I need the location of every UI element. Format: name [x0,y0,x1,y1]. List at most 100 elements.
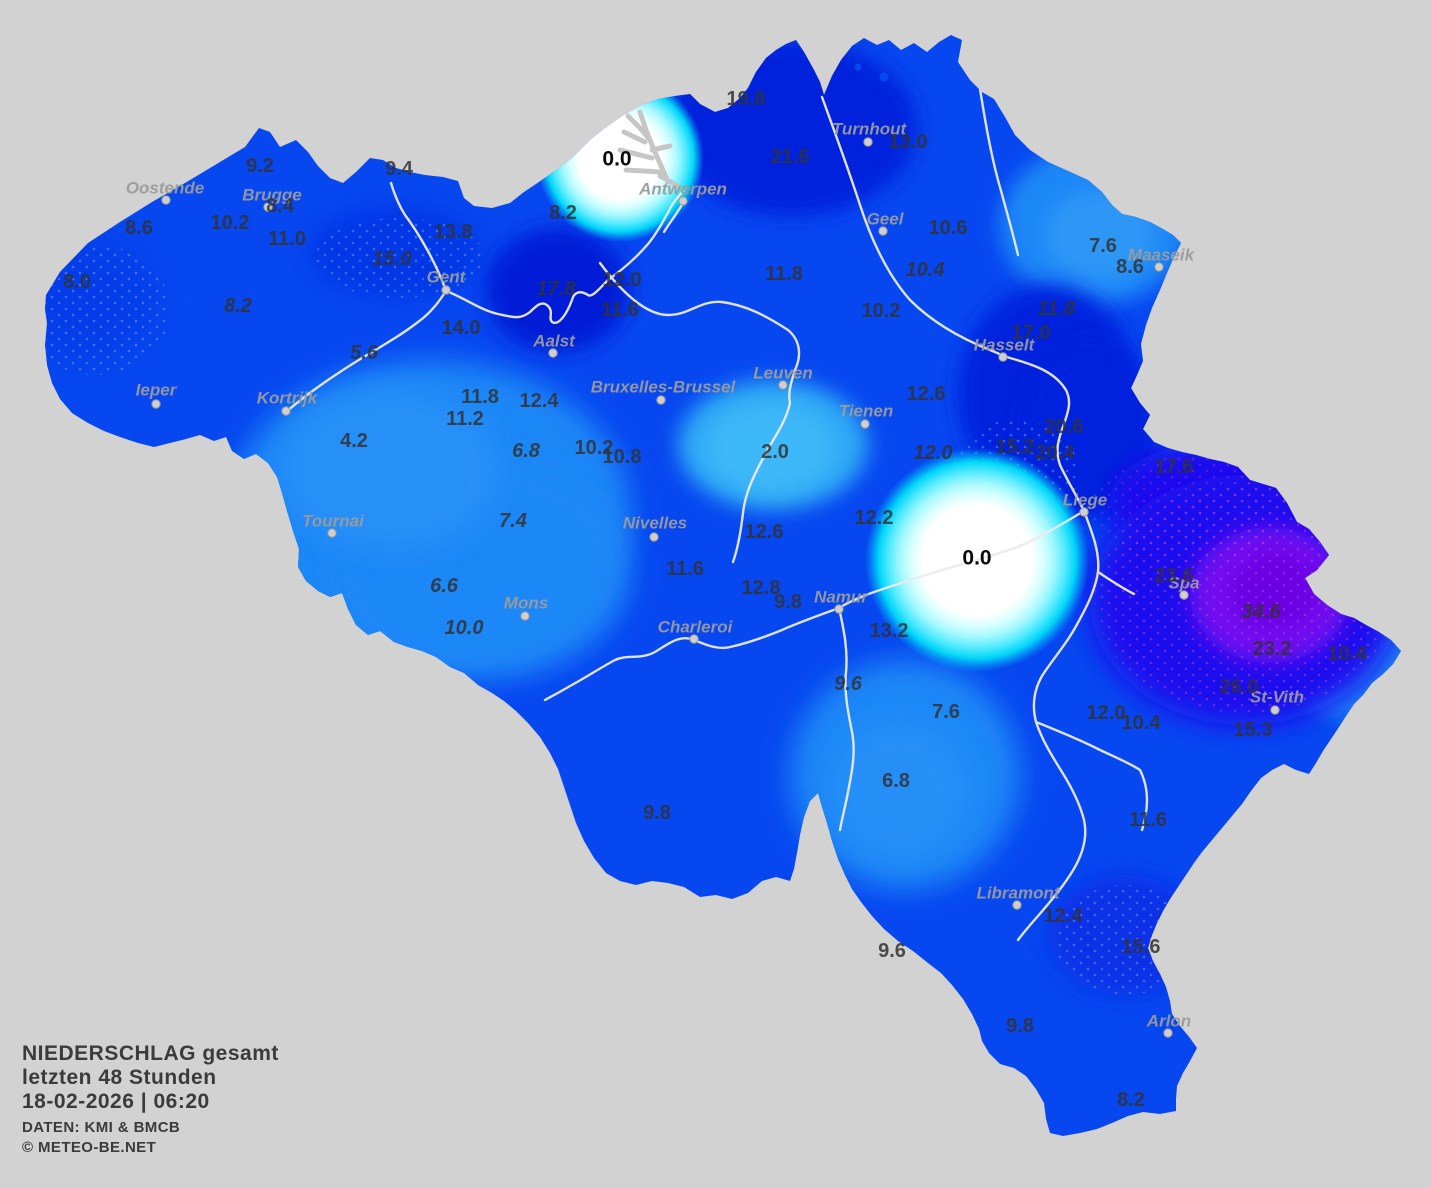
precip-value-label: 11.8 [765,263,803,285]
precip-value-label: 9.8 [1006,1015,1034,1037]
city-label: Arlon [1146,1012,1191,1031]
city-dot [656,395,666,405]
precip-value-label: 10.8 [603,446,642,468]
precip-value-label: 12.0 [914,442,953,464]
precip-value-label: 9.8 [643,802,671,824]
border-antwerp-limburg [978,87,1020,257]
city-label: Liege [1063,491,1107,510]
precip-value-label: 11.6 [1129,809,1167,831]
precip-value-label: 12.6 [907,383,946,405]
precip-value-label: 17.0 [1012,322,1051,344]
city-dot [778,380,788,390]
dot-texture [315,218,485,298]
precip-value-label: 15.2 [996,436,1035,458]
city-label: Hasselt [974,336,1036,355]
city-label: Turnhout [832,120,908,139]
city-dot [161,195,171,205]
city-dot [860,419,870,429]
city-dot [1163,1028,1173,1038]
zero-value-label: 0.0 [602,148,631,171]
city-label: Tienen [839,402,893,421]
border-luxembourg-province [1016,509,1100,942]
precip-value-label: 8.2 [1117,1089,1145,1111]
city-label: Kortrijk [257,389,319,408]
precip-value-label: 7.6 [1089,235,1117,257]
city-dot [1079,507,1089,517]
precip-value-label: 20.4 [1036,442,1076,464]
dot-texture [1090,455,1290,565]
river-scheldt-south [662,201,685,234]
city-label: Charleroi [658,618,734,637]
precip-value-label: 7.4 [499,510,527,532]
precip-value-label: 34.6 [1242,601,1282,623]
city-label: Mons [504,594,548,613]
city-label: Bruxelles-Brussel [591,378,737,397]
precip-value-label: 23.2 [1253,638,1292,660]
city-label: Nivelles [623,514,687,533]
river-leie [284,289,448,414]
precip-value-label: 13.0 [889,131,928,153]
precip-value-label: 10.4 [1122,712,1162,734]
precip-value-label: 4.2 [340,430,368,452]
city-dot [1154,262,1164,272]
precip-value-label: 8.2 [549,202,577,224]
precip-value-label: 12.4 [520,390,560,412]
city-label: Leuven [753,364,813,383]
city-dot [998,352,1008,362]
precip-value-label: 13.2 [870,620,909,642]
city-dot [678,196,688,206]
data-source: DATEN: KMI & BMCB [22,1119,181,1136]
river-scheldt [444,188,686,325]
precip-value-label: 8.2 [224,295,252,317]
title-block: NIEDERSCHLAG gesamt letzten 48 Stunden 1… [22,1042,279,1158]
enclave-speck [879,72,889,82]
map-title-line2: letzten 48 Stunden [22,1066,217,1089]
precip-blob-light-south-core [830,720,970,860]
city-dot [649,532,659,542]
city-label: Libramont [976,884,1060,903]
city-layer: Oostende Brugge Ieper Kortrijk Tournai Gent Aa… [126,120,1304,1038]
city-dot [263,202,273,212]
precip-value-label: 15.6 [1122,936,1161,958]
border-spa-branch [1096,570,1136,596]
city-dot [151,399,161,409]
precip-value-label: 12.6 [745,521,784,543]
precip-value-label: 10.2 [211,212,250,234]
precip-value-label: 6.8 [882,770,910,792]
city-label: Antwerpen [638,180,727,199]
precip-value-label: 13.8 [434,221,473,243]
city-dot [1270,705,1280,715]
city-dot [1179,590,1189,600]
city-label: Tournai [302,512,365,531]
city-dot [520,611,530,621]
copyright: © METEO-BE.NET [22,1139,157,1156]
city-dot [548,348,558,358]
canal-gent-north [389,181,448,293]
precip-value-label: 10.4 [1328,643,1368,665]
precip-value-label: 2.0 [761,441,789,463]
precip-value-label: 10.4 [906,259,945,281]
precip-value-label: 8.0 [63,271,91,293]
precip-value-label: 23.6 [1155,565,1194,587]
rivers-and-borders [284,87,1149,942]
precip-value-label: 6.8 [512,440,541,462]
map-title-line1: NIEDERSCHLAG gesamt [22,1042,279,1065]
precip-value-label: 11.6 [601,299,639,321]
river-meuse-south [837,606,855,832]
city-label: Geel [867,210,905,229]
precip-value-label: 12.4 [1044,905,1084,927]
city-label: Aalst [532,332,576,351]
city-dot [281,406,291,416]
city-dot [863,137,873,147]
city-dot [878,226,888,236]
city-dot [689,634,699,644]
precip-value-label: 11.6 [666,558,704,580]
precip-value-label: 12.0 [1087,702,1126,724]
river-meuse-sambre [543,509,1086,702]
precip-value-label: 11.0 [268,228,306,250]
precip-value-label: 5.6 [350,342,379,364]
precip-value-label: 8.4 [266,195,295,217]
